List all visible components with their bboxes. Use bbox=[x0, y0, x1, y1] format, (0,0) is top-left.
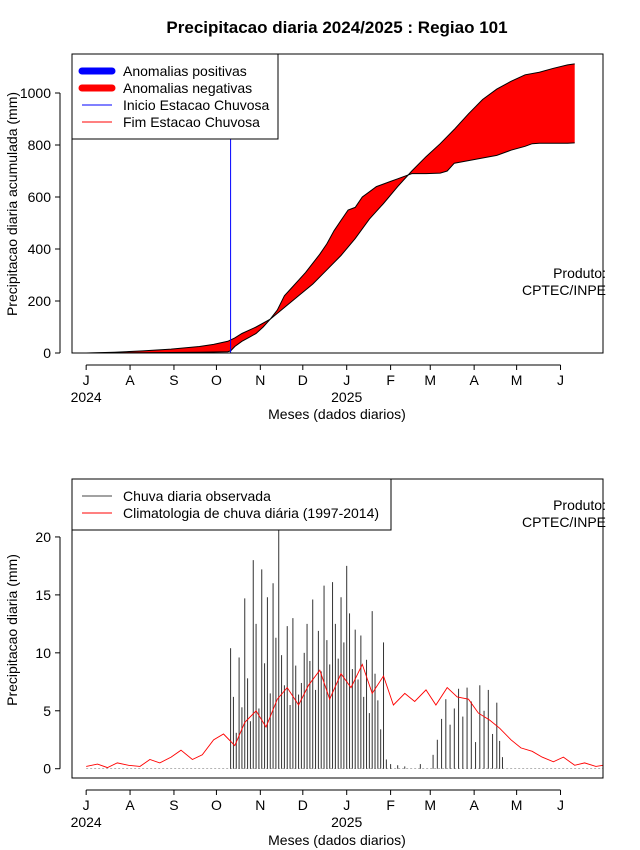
x-tick-label: S bbox=[169, 797, 178, 813]
y-tick-label: 200 bbox=[28, 293, 52, 309]
legend-label-negative: Anomalias negativas bbox=[123, 80, 252, 96]
year-label-first: 2024 bbox=[71, 814, 102, 830]
cumulative-plot-box bbox=[71, 53, 604, 354]
y-tick-label: 400 bbox=[28, 241, 52, 257]
legend-label-climatology: Climatologia de chuva diária (1997-2014) bbox=[123, 505, 379, 521]
y-tick-label: 0 bbox=[43, 345, 51, 361]
x-tick-label: M bbox=[424, 372, 436, 388]
climatology-cumulative-line bbox=[86, 63, 575, 354]
climatology-line bbox=[86, 663, 604, 769]
x-tick-label: M bbox=[511, 797, 523, 813]
daily-y-axis: 0 5 10 15 20 bbox=[35, 529, 61, 777]
x-tick-label: M bbox=[424, 797, 436, 813]
daily-legend: Chuva diaria observada Climatologia de c… bbox=[71, 478, 392, 531]
cumulative-x-label: Meses (dados diarios) bbox=[268, 406, 406, 422]
x-tick-label: O bbox=[211, 372, 222, 388]
y-tick-label: 5 bbox=[43, 703, 51, 719]
y-tick-label: 600 bbox=[28, 189, 52, 205]
legend-label-onset: Inicio Estacao Chuvosa bbox=[123, 97, 270, 113]
y-tick-label: 0 bbox=[43, 761, 51, 777]
x-tick-label: M bbox=[511, 372, 523, 388]
year-label-second: 2025 bbox=[331, 814, 362, 830]
x-tick-label: A bbox=[469, 372, 479, 388]
x-tick-label: N bbox=[255, 372, 265, 388]
x-tick-label: D bbox=[298, 372, 308, 388]
daily-legend-box bbox=[71, 478, 392, 531]
x-tick-label: J bbox=[83, 372, 90, 388]
product-credit-line1: Produto: bbox=[553, 265, 606, 281]
daily-bars-group bbox=[230, 527, 503, 769]
cumulative-y-axis: 0 200 400 600 800 1000 bbox=[20, 85, 61, 361]
legend-label-end: Fim Estacao Chuvosa bbox=[123, 114, 260, 130]
x-tick-label: J bbox=[343, 372, 350, 388]
y-tick-label: 10 bbox=[35, 645, 51, 661]
x-tick-label: A bbox=[125, 797, 135, 813]
product-credit-line2: CPTEC/INPE bbox=[522, 514, 606, 530]
daily-y-label: Precipitacao diaria (mm) bbox=[4, 554, 20, 706]
cumulative-y-label: Precipitacao diaria acumulada (mm) bbox=[4, 92, 20, 316]
cumulative-lines-group bbox=[86, 63, 575, 354]
x-tick-label: J bbox=[343, 797, 350, 813]
x-tick-label: O bbox=[211, 797, 222, 813]
product-credit-line1: Produto: bbox=[553, 497, 606, 513]
x-tick-label: N bbox=[255, 797, 265, 813]
x-tick-label: D bbox=[298, 797, 308, 813]
observed-cumulative-line bbox=[86, 142, 575, 354]
year-label-first: 2024 bbox=[71, 389, 102, 405]
x-tick-label: S bbox=[169, 372, 178, 388]
cumulative-legend: Anomalias positivas Anomalias negativas … bbox=[71, 53, 279, 140]
negative-anomaly-area bbox=[86, 63, 575, 354]
x-tick-label: A bbox=[125, 372, 135, 388]
x-tick-label: J bbox=[557, 372, 564, 388]
x-tick-label: F bbox=[386, 797, 395, 813]
legend-label-positive: Anomalias positivas bbox=[123, 63, 247, 79]
year-label-second: 2025 bbox=[331, 389, 362, 405]
y-tick-label: 1000 bbox=[20, 85, 51, 101]
anomaly-fill-group bbox=[86, 63, 575, 354]
y-tick-label: 20 bbox=[35, 529, 51, 545]
x-tick-label: A bbox=[469, 797, 479, 813]
x-tick-label: J bbox=[83, 797, 90, 813]
chart-title: Precipitacao diaria 2024/2025 : Regiao 1… bbox=[166, 18, 507, 37]
x-tick-label: F bbox=[386, 372, 395, 388]
y-tick-label: 15 bbox=[35, 587, 51, 603]
legend-label-observed: Chuva diaria observada bbox=[123, 488, 271, 504]
product-credit-line2: CPTEC/INPE bbox=[522, 282, 606, 298]
daily-x-label: Meses (dados diarios) bbox=[268, 832, 406, 848]
x-tick-label: J bbox=[557, 797, 564, 813]
y-tick-label: 800 bbox=[28, 137, 52, 153]
